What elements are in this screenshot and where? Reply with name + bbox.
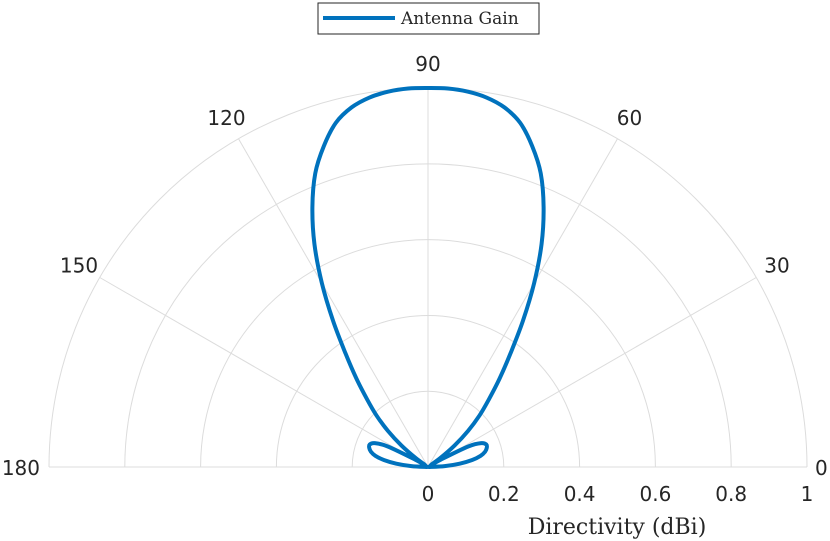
theta-tick-label: 30 <box>764 254 789 278</box>
theta-tick-label: 0 <box>815 456 828 480</box>
legend-entry-antenna-gain: Antenna Gain <box>400 9 519 29</box>
r-axis-label: Directivity (dBi) <box>528 515 707 540</box>
grid-spoke <box>427 138 618 468</box>
polar-grid <box>48 87 808 468</box>
r-tick-label: 0.6 <box>639 482 671 506</box>
r-tick-label: 0.2 <box>488 482 520 506</box>
r-tick-label: 0 <box>422 482 435 506</box>
series-layer <box>310 85 546 469</box>
r-tick-label: 0.8 <box>715 482 747 506</box>
theta-tick-label: 150 <box>60 254 98 278</box>
theta-tick-label: 60 <box>617 106 642 130</box>
grid-spoke <box>427 277 757 468</box>
series-line-antenna-gain <box>310 85 546 469</box>
grid-spoke <box>238 138 429 468</box>
r-tick-labels: 0 0.2 0.4 0.6 0.8 1 <box>422 482 814 506</box>
theta-tick-label: 90 <box>415 52 440 76</box>
theta-tick-labels: 0 30 60 90 120 150 180 <box>2 52 828 480</box>
grid-spoke <box>99 277 429 468</box>
theta-tick-label: 180 <box>2 456 40 480</box>
r-tick-label: 0.4 <box>564 482 596 506</box>
legend: Antenna Gain <box>317 2 540 35</box>
r-tick-label: 1 <box>801 482 814 506</box>
theta-tick-label: 120 <box>207 106 245 130</box>
